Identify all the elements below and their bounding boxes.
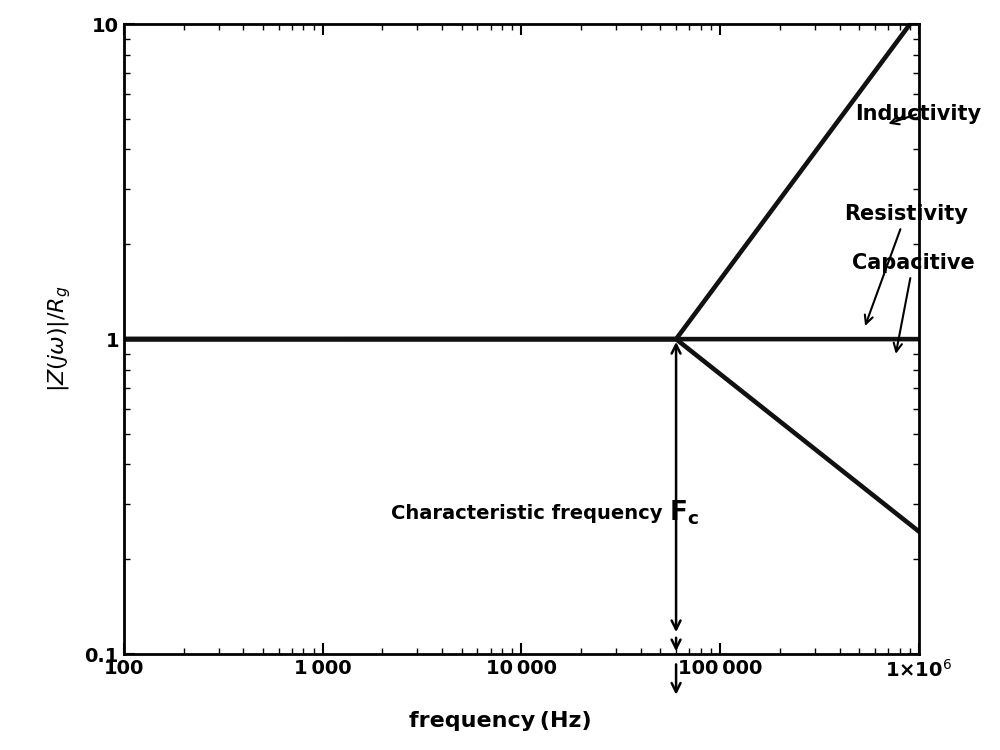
Text: frequency (Hz): frequency (Hz) (409, 711, 591, 731)
Text: Inductivity: Inductivity (856, 104, 982, 125)
Text: $\mathbf{F_c}$: $\mathbf{F_c}$ (669, 499, 699, 527)
Text: Resistivity: Resistivity (844, 204, 968, 324)
Text: Characteristic frequency: Characteristic frequency (391, 504, 662, 523)
Y-axis label: $|Z(j\omega)|/R_g$: $|Z(j\omega)|/R_g$ (47, 286, 73, 392)
Text: Capacitive: Capacitive (852, 253, 975, 352)
